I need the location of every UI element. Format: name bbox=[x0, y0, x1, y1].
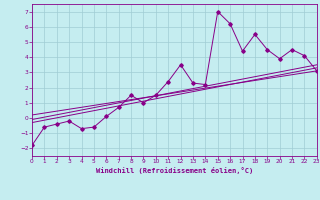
X-axis label: Windchill (Refroidissement éolien,°C): Windchill (Refroidissement éolien,°C) bbox=[96, 167, 253, 174]
